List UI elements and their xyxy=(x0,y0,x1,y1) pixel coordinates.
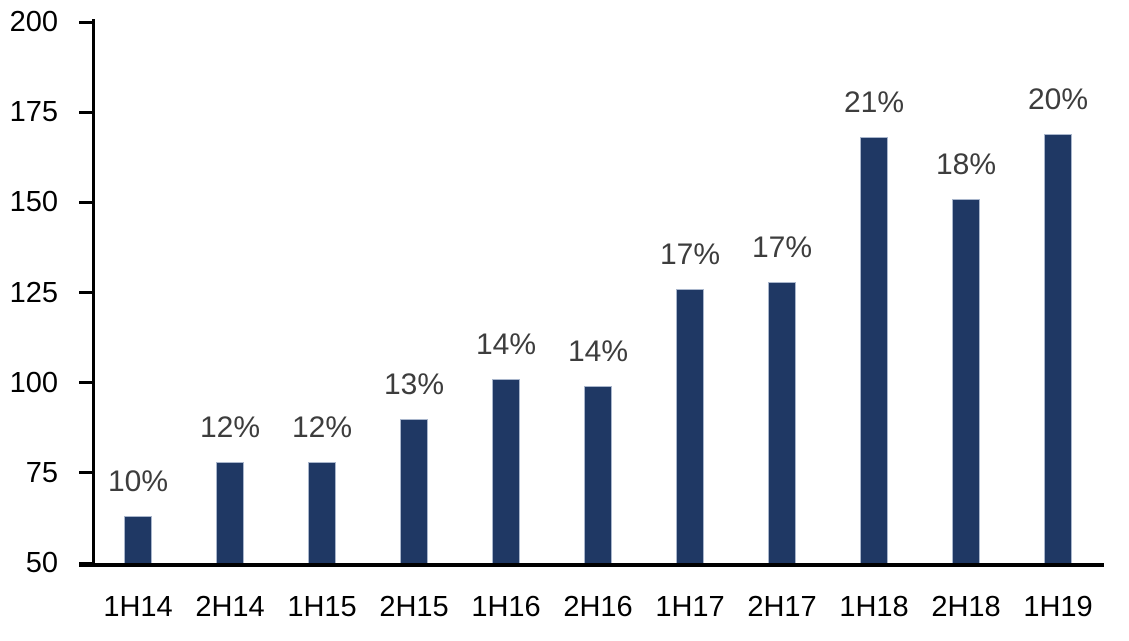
x-tick-label-1H15: 1H15 xyxy=(287,591,357,623)
x-axis-line xyxy=(79,563,1104,567)
y-tick-mark xyxy=(79,471,92,475)
bar-2H18 xyxy=(952,198,980,563)
data-label-1H14: 10% xyxy=(107,465,169,499)
y-tick-mark xyxy=(79,291,92,294)
bar-1H16 xyxy=(492,379,520,563)
x-tick-label-1H14: 1H14 xyxy=(103,591,173,623)
y-tick-mark xyxy=(79,381,92,385)
y-tick-mark xyxy=(79,20,92,24)
x-tick-label-2H15: 2H15 xyxy=(379,591,449,623)
bar-1H15 xyxy=(308,462,336,563)
y-tick-label: 125 xyxy=(9,276,58,309)
x-tick-label-1H17: 1H17 xyxy=(655,591,725,623)
bar-2H15 xyxy=(400,418,428,563)
y-tick-label: 100 xyxy=(9,366,58,399)
y-tick-label: 75 xyxy=(25,456,58,489)
bar-2H14 xyxy=(216,462,244,563)
data-label-2H15: 13% xyxy=(383,367,445,401)
bar-1H19 xyxy=(1044,133,1072,563)
data-label-1H19: 20% xyxy=(1027,82,1089,116)
data-label-2H16: 14% xyxy=(567,335,629,369)
x-tick-label-2H18: 2H18 xyxy=(931,591,1001,623)
bar-2H16 xyxy=(584,386,612,563)
data-label-1H15: 12% xyxy=(291,411,353,444)
x-tick-label-2H17: 2H17 xyxy=(747,591,817,623)
x-tick-label-1H16: 1H16 xyxy=(471,591,541,623)
data-label-1H17: 17% xyxy=(659,237,721,271)
y-tick-label: 175 xyxy=(9,96,58,129)
bar-1H14 xyxy=(124,516,152,563)
data-label-2H17: 17% xyxy=(751,230,813,264)
y-tick-mark xyxy=(79,200,92,204)
y-tick-mark xyxy=(79,110,92,114)
bar-1H17 xyxy=(676,288,704,563)
y-tick-mark xyxy=(79,561,92,565)
x-tick-label-1H18: 1H18 xyxy=(839,591,909,623)
bar-1H18 xyxy=(860,137,888,563)
data-label-1H16: 14% xyxy=(475,328,537,362)
bar-2H17 xyxy=(768,281,796,563)
x-tick-label-2H16: 2H16 xyxy=(563,591,633,623)
data-label-1H18: 21% xyxy=(843,86,905,120)
x-tick-label-1H19: 1H19 xyxy=(1023,591,1093,623)
y-tick-label: 200 xyxy=(9,6,58,38)
x-tick-label-2H14: 2H14 xyxy=(195,591,265,623)
data-label-2H18: 18% xyxy=(935,147,997,181)
y-tick-label: 150 xyxy=(9,186,58,219)
y-tick-label: 50 xyxy=(25,547,58,579)
data-label-2H14: 12% xyxy=(199,411,261,444)
y-axis-line xyxy=(92,19,95,567)
